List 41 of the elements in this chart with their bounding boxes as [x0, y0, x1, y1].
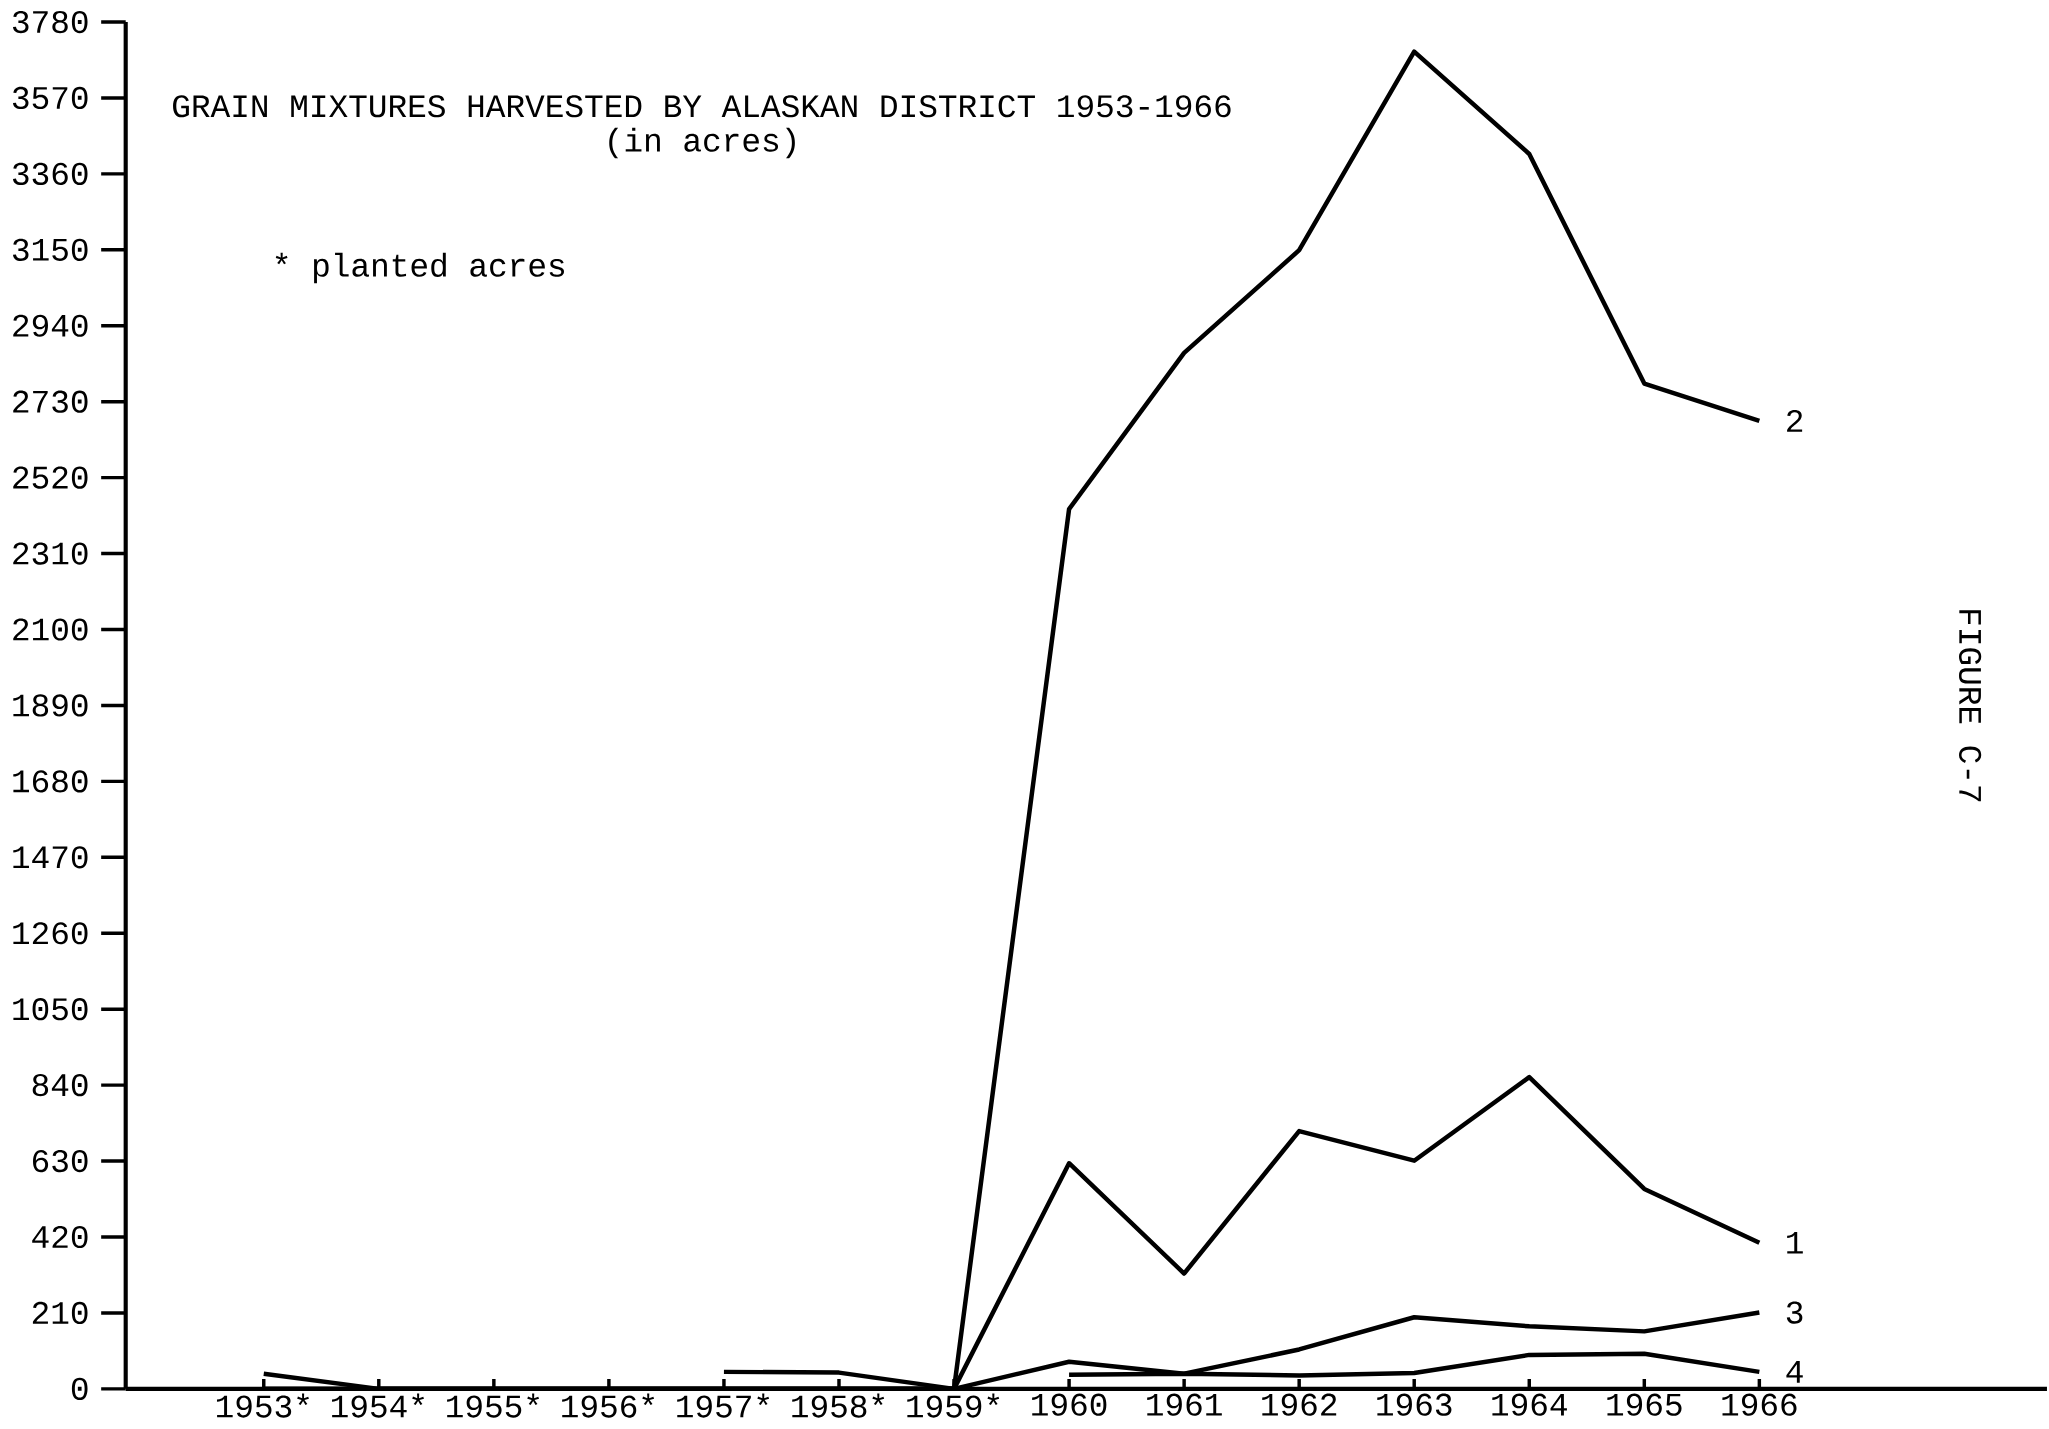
y-tick-label: 2520 — [13, 466, 88, 489]
x-tick-label: 1956* — [562, 1393, 655, 1418]
x-tick-label: 1966 — [1722, 1393, 1797, 1417]
x-tick-label: 1958* — [792, 1393, 885, 1418]
x-tick-label: 1955* — [447, 1393, 540, 1418]
text: (in acres) — [609, 127, 795, 159]
x-tick-label: 1964 — [1492, 1393, 1567, 1417]
y-tick-label: 3570 — [12, 87, 88, 110]
y-tick-label: 2730 — [13, 390, 88, 414]
series-label: 1 — [1787, 1232, 1803, 1254]
x-tick-label: 1962 — [1262, 1393, 1337, 1417]
y-tick-label: 0 — [71, 1377, 88, 1401]
x-tick-label: 1960 — [1032, 1393, 1107, 1417]
x-tick-label: 1959* — [907, 1393, 1000, 1418]
x-tick-label: 1965 — [1607, 1393, 1682, 1417]
y-tick-label: 210 — [32, 1302, 88, 1325]
y-tick-label: 3150 — [12, 238, 88, 262]
text: GRAIN MIXTURES HARVESTED BY ALASKAN DISTRICT 1953-1966 — [173, 95, 1231, 118]
x-tick-label: 1957* — [677, 1393, 770, 1418]
y-tick-label: 2100 — [13, 618, 88, 641]
y-tick-label: 840 — [32, 1074, 88, 1097]
y-tick-label: 1260 — [13, 922, 88, 945]
y-tick-label: 2310 — [13, 542, 88, 565]
y-tick-label: 420 — [32, 1226, 88, 1249]
x-tick-label: 1963 — [1377, 1393, 1452, 1417]
y-tick-label: 2940 — [13, 314, 88, 338]
y-tick-label: 1680 — [13, 770, 88, 793]
y-tick-label: 1890 — [13, 694, 88, 717]
y-tick-label: 1470 — [13, 846, 88, 869]
series-label: 3 — [1786, 1301, 1803, 1324]
annotation: * planted acres — [275, 252, 564, 284]
series-label: 4 — [1786, 1361, 1803, 1383]
series-label: 2 — [1787, 410, 1803, 433]
y-tick-label: 1050 — [13, 998, 88, 1021]
x-tick-label: 1953* — [216, 1393, 309, 1418]
y-tick-label: 630 — [33, 1150, 88, 1173]
y-tick-label: 3360 — [12, 162, 88, 186]
x-tick-label: 1954* — [332, 1393, 424, 1418]
x-tick-label: 1961 — [1147, 1393, 1222, 1417]
y-tick-label: 3780 — [12, 11, 88, 34]
text: FIGURE C-7 — [1959, 610, 1982, 802]
